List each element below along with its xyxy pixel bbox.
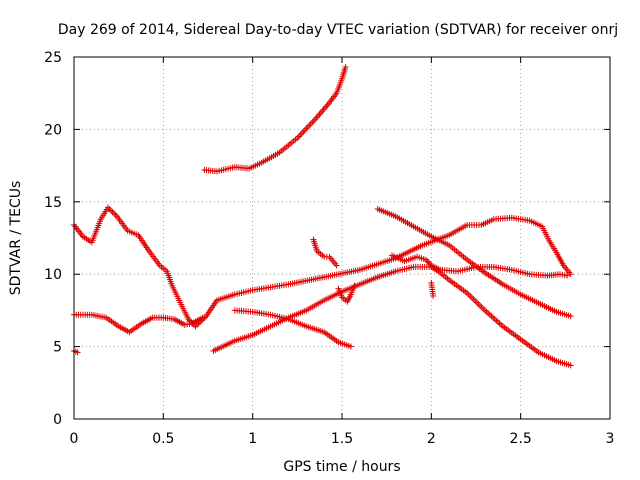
y-tick-label: 20	[44, 122, 62, 138]
series-s5	[210, 263, 574, 369]
data-point	[303, 125, 310, 132]
data-point	[106, 206, 113, 213]
x-tick-label: 0	[70, 431, 79, 447]
series-s8	[335, 282, 358, 305]
data-point	[300, 128, 307, 135]
data-point	[112, 211, 119, 218]
data-point	[74, 349, 81, 356]
data-point	[342, 64, 349, 71]
series-s1	[71, 204, 574, 330]
data-point	[307, 120, 314, 127]
series-s4	[201, 64, 349, 175]
x-tick-label: 2	[427, 431, 436, 447]
data-point	[424, 258, 431, 265]
data-point	[425, 259, 432, 266]
chart-title: Day 269 of 2014, Sidereal Day-to-day VTE…	[58, 22, 618, 38]
y-tick-label: 10	[44, 267, 62, 283]
series-s3	[71, 347, 81, 356]
data-point	[309, 119, 316, 126]
x-tick-label: 2.5	[510, 431, 532, 447]
data-point	[351, 282, 358, 289]
data-point	[306, 122, 313, 129]
data-point	[107, 207, 114, 214]
y-tick-label: 5	[53, 340, 62, 356]
data-point	[567, 362, 574, 369]
x-axis-ticks: 0 0.5 1 1.5 2 2.5 3	[70, 57, 615, 447]
data-point	[199, 314, 206, 321]
data-point	[104, 204, 111, 211]
data-point	[422, 256, 429, 263]
data-point	[297, 131, 304, 138]
y-tick-label: 0	[53, 412, 62, 428]
data-point	[301, 127, 308, 134]
data-point	[110, 210, 117, 217]
y-axis-ticks: 0 5 10 15 20 25	[44, 50, 610, 428]
x-tick-label: 0.5	[152, 431, 174, 447]
x-axis-label: GPS time / hours	[283, 459, 400, 475]
series-s2	[71, 311, 206, 336]
series-s10	[389, 252, 571, 279]
data-point	[567, 271, 574, 278]
data-point	[310, 117, 317, 124]
y-tick-label: 25	[44, 50, 62, 66]
data-point	[298, 130, 305, 137]
series-s11	[428, 279, 437, 299]
y-axis-label: SDTVAR / TECUs	[8, 181, 24, 296]
data-points	[71, 64, 574, 369]
data-point	[426, 261, 433, 268]
data-point	[109, 208, 116, 215]
data-point	[564, 272, 571, 279]
x-tick-label: 1.5	[331, 431, 353, 447]
series-s6	[231, 307, 354, 350]
data-point	[304, 124, 311, 131]
data-point	[430, 292, 437, 299]
data-point	[567, 313, 574, 320]
data-point	[333, 262, 340, 269]
x-tick-label: 1	[248, 431, 257, 447]
data-point	[295, 133, 302, 140]
grid-lines	[74, 57, 610, 419]
data-point	[185, 316, 192, 323]
x-tick-label: 3	[606, 431, 615, 447]
data-point	[347, 343, 354, 350]
y-tick-label: 15	[44, 195, 62, 211]
series-s7	[310, 236, 340, 269]
